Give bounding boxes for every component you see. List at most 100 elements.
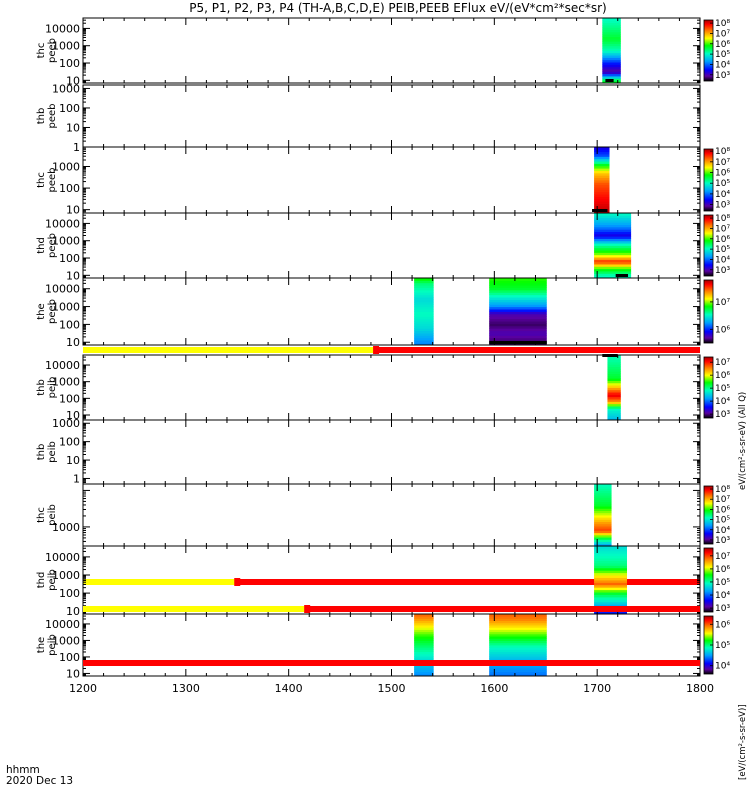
spectrogram-cell: [594, 226, 632, 230]
mode-bar: [83, 578, 700, 586]
y-tick-label: 1: [73, 472, 80, 485]
y-tick-label: 1000: [52, 301, 80, 314]
quality-flag-bar: [592, 209, 608, 212]
spectrogram-cell: [594, 537, 612, 540]
x-tick-label: 1300: [172, 682, 200, 695]
panel-frame: [82, 277, 701, 346]
spectrogram-cell: [594, 163, 610, 167]
quality-flag-bar: [489, 341, 547, 344]
chart-title: P5, P1, P2, P3, P4 (TH-A,B,C,D,E) PEIB,P…: [189, 1, 606, 15]
spectrogram-cell: [594, 170, 610, 174]
spectrogram-cell: [602, 62, 621, 65]
colorbar-gradient: [703, 356, 714, 419]
spectrogram-cell: [594, 261, 632, 265]
spectrogram-cell: [594, 508, 612, 511]
spectrogram-cell: [594, 510, 612, 514]
spectrogram-cell: [607, 373, 621, 377]
spectrogram-cell: [594, 165, 610, 169]
x-axis-label-date: 2020 Dec 13: [6, 775, 73, 787]
spectrogram-cell: [414, 289, 434, 293]
spectrogram-cell: [594, 565, 627, 569]
spectrogram-cell: [602, 55, 621, 58]
y-tick-label: 10: [66, 269, 80, 282]
spectrogram-block: [594, 484, 612, 547]
quality-flag-bar: [615, 274, 629, 277]
spectrogram-cell: [594, 158, 610, 162]
spectrogram-cell: [489, 287, 547, 291]
colorbar-tick-label: 10⁷: [715, 29, 730, 39]
spectrogram-cell: [607, 396, 621, 400]
colorbar-axis-label: [eV/(cm²-s-sr-eV)]: [738, 704, 748, 780]
colorbar-tick-label: 10⁶: [715, 565, 730, 575]
spectrogram-cell: [414, 306, 434, 310]
spectrogram-cell: [414, 620, 434, 624]
spectrogram-cell: [602, 43, 621, 47]
spectrogram-cell: [602, 34, 621, 37]
spectrogram-cell: [594, 151, 610, 155]
spectrogram-cell: [489, 282, 547, 286]
spectrogram-cell: [489, 289, 547, 293]
y-tick-label: 10: [66, 605, 80, 618]
spectrogram-cell: [594, 224, 632, 228]
panel-label: thepeeb: [36, 299, 58, 324]
spectrogram-cell: [607, 364, 621, 368]
spectrogram-cell: [607, 408, 621, 412]
spectrogram-cell: [594, 490, 612, 494]
spectrogram-cell: [489, 328, 547, 332]
spectrogram-cell: [414, 342, 434, 346]
spectrogram-cell: [489, 342, 547, 346]
spectrogram-cell: [594, 222, 632, 226]
spectrogram-cell: [414, 633, 434, 637]
spectrogram-cell: [594, 523, 612, 527]
spectrogram-cell: [594, 553, 627, 557]
spectrogram-cell: [594, 154, 610, 157]
spectrogram-cell: [489, 656, 547, 659]
spectrogram-cell: [594, 203, 610, 207]
colorbar-tick-label: 10⁵: [715, 179, 730, 189]
spectrogram-cell: [594, 210, 610, 214]
colorbar-tick-label: 10⁴: [715, 591, 730, 601]
spectrogram-cell: [594, 495, 612, 498]
spectrogram-block: [594, 546, 627, 615]
spectrogram-cell: [594, 532, 612, 536]
spectrogram-cell: [414, 313, 434, 317]
spectrogram-cell: [594, 147, 610, 150]
colorbar-tick-label: 10⁶: [715, 620, 730, 630]
spectrogram-cell: [594, 275, 632, 279]
spectrogram-cell: [602, 27, 621, 31]
spectrogram-cell: [602, 71, 621, 75]
panel-label: thcpeeb: [36, 168, 58, 193]
spectrogram-cell: [594, 546, 627, 549]
spectrogram-cell: [594, 555, 627, 559]
spectrogram-cell: [489, 645, 547, 648]
colorbar-tick-label: 10³: [715, 266, 730, 276]
spectrogram-cell: [489, 651, 547, 655]
spectrogram-cell: [594, 201, 610, 204]
spectrogram-cell: [594, 611, 627, 615]
spectrogram-cell: [414, 285, 434, 288]
spectrogram-cell: [489, 614, 547, 617]
spectrogram-cell: [414, 618, 434, 622]
spectrogram-cell: [607, 399, 621, 402]
spectrogram-cell: [414, 636, 434, 639]
spectrogram-cell: [489, 321, 547, 324]
spectrogram-cell: [607, 368, 621, 372]
y-tick-label: 10: [66, 204, 80, 217]
spectrogram-cell: [594, 268, 632, 272]
spectrogram-cell: [594, 548, 627, 552]
mode-bar-marker: [234, 578, 241, 586]
spectrogram-cell: [489, 335, 547, 339]
spectrogram-cell: [594, 273, 632, 277]
spectrogram-cell: [607, 387, 621, 391]
spectrogram-cell: [414, 642, 434, 646]
spectrogram-cell: [594, 526, 612, 529]
panel-thb-peeb: 1 10 100 1000 thbpeeb: [36, 82, 701, 154]
spectrogram-cell: [594, 252, 632, 256]
colorbar-tick-label: 10³: [715, 201, 730, 211]
spectrogram-cell: [489, 649, 547, 653]
spectrogram-block: [594, 147, 610, 214]
colorbar-tick-label: 10⁶: [715, 505, 730, 515]
colorbar-tick-label: 10⁴: [715, 190, 730, 200]
